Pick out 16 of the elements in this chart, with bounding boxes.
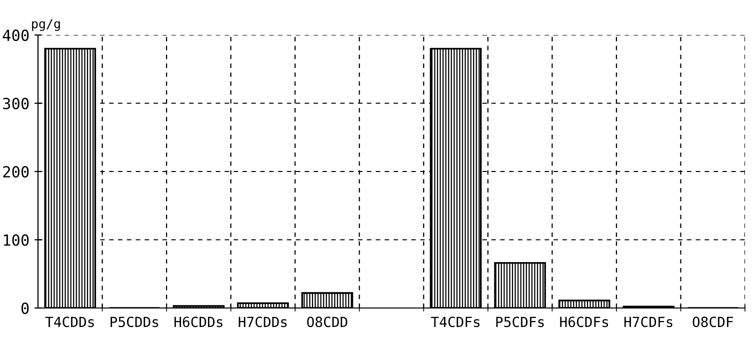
y-tick-label: 200 xyxy=(3,166,29,178)
x-tick-label: O8CDF xyxy=(692,316,733,328)
y-tick-label: 300 xyxy=(3,98,29,110)
x-tick-label: H6CDFs xyxy=(560,316,608,328)
x-tick-label: P5CDFs xyxy=(496,316,544,328)
x-tick-label: H7CDDs xyxy=(238,316,287,328)
y-tick-label: 0 xyxy=(21,302,29,314)
x-tick-label: H7CDFs xyxy=(624,316,672,328)
y-axis-title: pg/g xyxy=(32,19,60,31)
x-tick-label: P5CDDs xyxy=(110,316,158,328)
x-tick-label: H6CDDs xyxy=(174,316,222,328)
x-tick-label: T4CDFs xyxy=(431,316,480,328)
x-tick-label: O8CDD xyxy=(307,316,348,328)
y-tick-label: 400 xyxy=(2,30,29,42)
y-tick-label: 100 xyxy=(4,234,29,246)
x-tick-label: T4CDDs xyxy=(45,316,94,328)
